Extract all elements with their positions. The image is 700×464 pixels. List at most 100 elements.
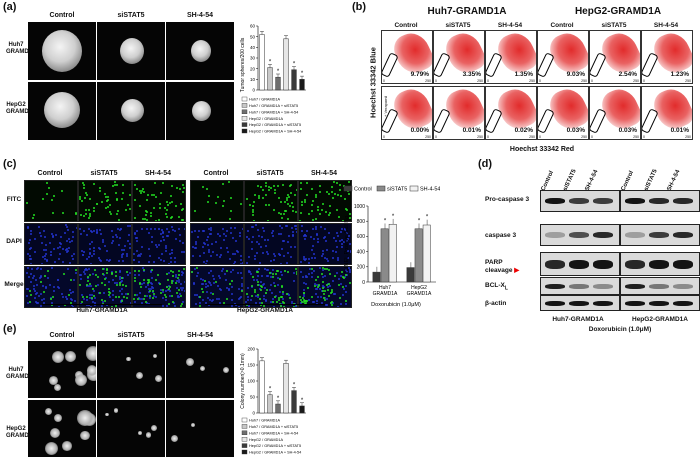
c-dapi-dot — [117, 227, 120, 230]
c-dapi-dot — [61, 293, 64, 296]
c-fitc-dot — [105, 195, 108, 198]
c-fitc-dot — [299, 299, 302, 302]
c-fitc-dot — [159, 291, 162, 294]
c-fitc-dot — [69, 279, 72, 282]
c-fitc-dot — [278, 277, 281, 280]
c-fitc-dot — [274, 284, 277, 287]
c-dapi-dot — [335, 272, 338, 275]
c-dapi-dot — [108, 260, 111, 263]
b-tick-250: 250 — [581, 135, 587, 139]
b-gate — [538, 52, 555, 78]
c-fitc-dot — [159, 282, 162, 285]
c-dapi-dot — [79, 273, 82, 276]
c-dapi-dot — [30, 273, 33, 276]
c-fitc-dot — [178, 289, 181, 292]
c-dapi-dot — [205, 302, 208, 305]
b-percentage: 2.54% — [618, 71, 637, 78]
c-dapi-dot — [162, 259, 165, 262]
c-dapi-dot — [51, 232, 54, 235]
c-fitc-dot — [303, 298, 306, 301]
c-fitc-dot — [302, 292, 305, 295]
c-dapi-dot — [210, 284, 213, 287]
y-tick-label: 20 — [250, 66, 256, 71]
c-fitc-dot — [294, 211, 297, 214]
c-dapi-dot — [251, 226, 254, 229]
c-dapi-dot — [41, 284, 44, 287]
c-dapi-dot — [239, 271, 242, 274]
c-dapi-dot — [271, 229, 274, 232]
c-dapi-dot — [207, 297, 210, 300]
c-group2-line — [205, 304, 325, 305]
c-dapi-dot — [104, 244, 107, 247]
c-dapi-dot — [179, 293, 182, 296]
c-dapi-dot — [129, 225, 131, 228]
c-dapi-dot — [266, 238, 269, 241]
c-fitc-dot — [181, 218, 184, 221]
b-ylabel: Hoechst 33342 Blue — [368, 47, 378, 118]
category-label: Huh7 — [379, 285, 391, 291]
c-fitc-dot — [51, 295, 54, 298]
c-fitc-dot — [126, 293, 129, 296]
c-fitc-dot — [315, 193, 318, 196]
c-fitc-dot — [348, 281, 351, 284]
y-tick-label: 0 — [252, 411, 255, 416]
c-dapi-dot — [269, 275, 272, 278]
c-dapi-dot — [207, 243, 210, 246]
c-dapi-dot — [339, 240, 342, 243]
c-dapi-dot — [70, 297, 73, 300]
c-dapi-dot — [71, 254, 74, 257]
c-dapi-dot — [326, 257, 329, 260]
c-dapi-dot — [315, 227, 318, 230]
c-dapi-dot — [234, 302, 237, 305]
e-colony — [62, 441, 72, 451]
c-dapi-dot — [248, 270, 251, 273]
c-dapi-dot — [180, 289, 183, 292]
c-dapi-dot — [112, 294, 115, 297]
d-band — [545, 232, 565, 238]
legend-swatch — [241, 424, 248, 429]
c-fitc-dot — [283, 210, 286, 213]
c-fitc-dot — [180, 203, 183, 206]
c-fitc-dot — [259, 289, 262, 292]
c-dapi-dot — [179, 283, 182, 286]
c-dapi-dot — [293, 279, 296, 282]
c-fitc-dot — [335, 208, 338, 211]
e-ylabel: Colony number(>0.1mm) — [240, 353, 246, 409]
c-fitc-dot — [92, 209, 95, 212]
b-tick-0: 0 — [383, 79, 385, 83]
c-fitc-dot — [281, 291, 284, 294]
c-fitc-dot — [108, 287, 111, 290]
c-dapi-dot — [94, 297, 97, 300]
c-dapi-dot — [238, 232, 241, 235]
c-dapi-dot — [86, 233, 89, 236]
c-dapi-dot — [182, 271, 185, 274]
c-dapi-dot — [61, 296, 64, 299]
b-tick-0: 0 — [435, 135, 437, 139]
c-fitc-dot — [264, 184, 267, 187]
c-fitc-dot — [121, 191, 124, 194]
c-fitc-dot — [268, 189, 271, 192]
c-dapi-dot — [111, 263, 114, 264]
c-dapi-dot — [286, 225, 289, 228]
b-percentage: 0.03% — [566, 127, 585, 134]
c-dapi-dot — [97, 292, 100, 295]
c-fitc-dot — [162, 181, 165, 184]
c-dapi-dot — [35, 284, 38, 287]
c-dapi-dot — [197, 263, 200, 264]
c-dapi-dot — [295, 305, 297, 307]
c-fitc-dot — [296, 188, 297, 191]
c-fitc-dot — [83, 197, 86, 200]
c-fitc-dot — [134, 280, 137, 283]
c-dapi-dot — [73, 253, 76, 256]
c-dapi-dot — [79, 232, 82, 235]
c-fitc-dot — [158, 206, 161, 209]
c-dapi-dot — [344, 229, 347, 232]
c-dapi-dot — [150, 271, 153, 274]
c-dapi-dot — [70, 240, 73, 243]
c-fitc-dot — [330, 303, 333, 306]
y-tick-label: 200 — [357, 265, 366, 271]
a-sphere-image — [166, 22, 234, 80]
c-dapi-dot — [101, 306, 104, 307]
